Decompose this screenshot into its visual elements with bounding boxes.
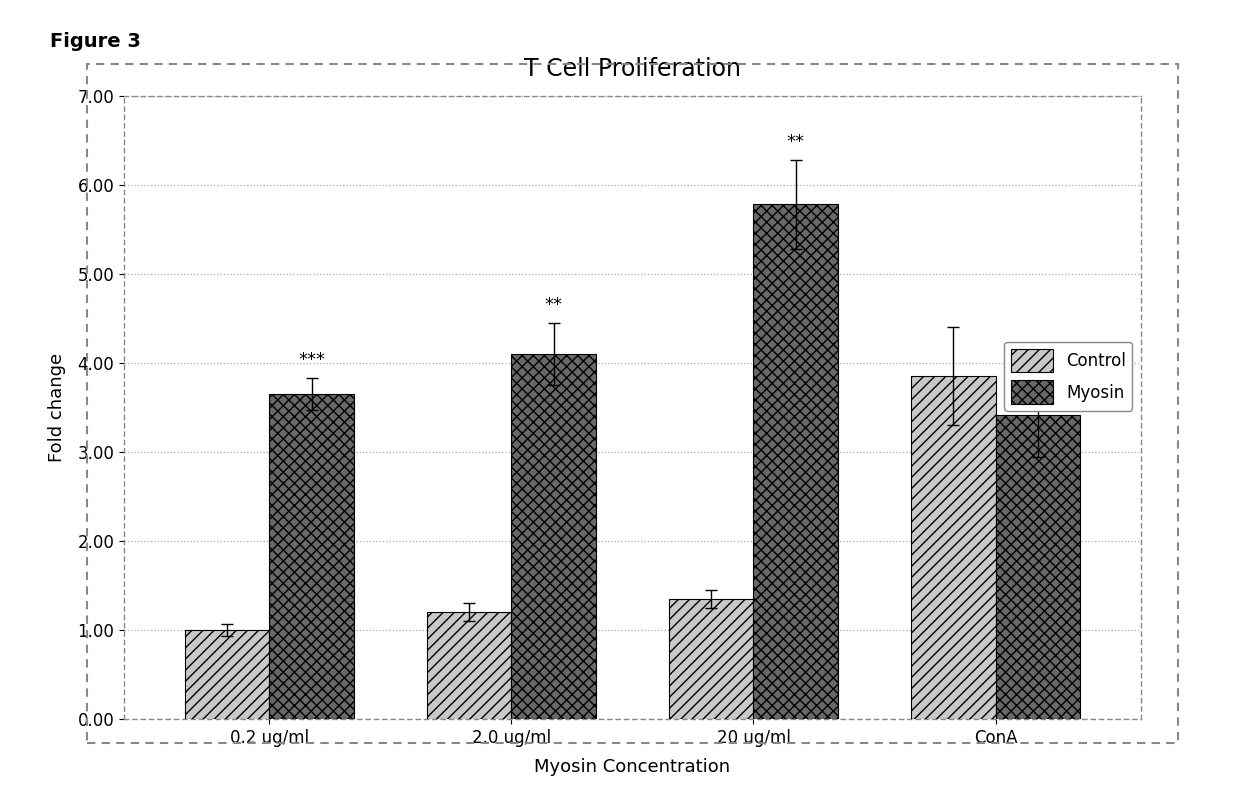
Bar [911, 376, 996, 719]
Bar [185, 630, 269, 719]
Text: ***: *** [298, 352, 325, 369]
Y-axis label: Fold change: Fold change [48, 353, 66, 462]
Bar [754, 205, 838, 719]
X-axis label: Myosin Concentration: Myosin Concentration [534, 758, 730, 776]
Text: **: ** [787, 133, 805, 151]
Legend: Control, Myosin: Control, Myosin [1004, 342, 1132, 411]
Text: Figure 3: Figure 3 [50, 32, 140, 51]
Bar [668, 599, 754, 719]
Title: T Cell Proliferation: T Cell Proliferation [523, 58, 742, 81]
Bar [427, 612, 511, 719]
Text: **: ** [544, 296, 563, 314]
Bar [511, 354, 596, 719]
Bar [996, 415, 1080, 719]
Bar [269, 394, 353, 719]
